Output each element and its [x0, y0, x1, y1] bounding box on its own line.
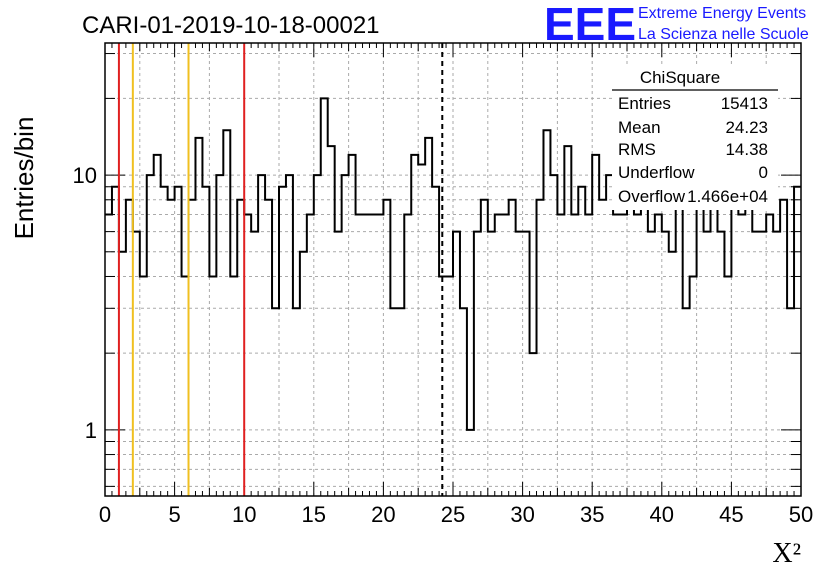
logo-line-2: La Scienza nelle Scuole: [638, 26, 809, 43]
x-tick-label: 5: [168, 502, 180, 527]
marker-lines: [117, 43, 444, 496]
x-tick-label: 50: [789, 502, 813, 527]
histogram-outline: [105, 97, 801, 431]
stats-value: 24.23: [725, 118, 768, 137]
x-axis-label: X²: [772, 538, 801, 569]
y-tick-label: 1: [85, 418, 97, 443]
x-tick-label: 15: [302, 502, 326, 527]
stats-label: Underflow: [618, 163, 695, 182]
y-tick-label: 10: [73, 163, 97, 188]
histogram: [105, 97, 801, 431]
stats-label: Entries: [618, 94, 671, 113]
stats-label: Overflow: [618, 187, 686, 206]
x-tick-label: 45: [719, 502, 743, 527]
y-axis-label: Entries/bin: [9, 117, 39, 240]
axis-ticks: [104, 43, 802, 496]
x-tick-label: 25: [441, 502, 465, 527]
plot-frame: [104, 42, 802, 497]
x-tick-label: 20: [371, 502, 395, 527]
x-tick-label: 30: [510, 502, 534, 527]
stats-box: ChiSquare Entries 15413 Mean 24.23 RMS 1…: [612, 66, 778, 210]
logo-line-1: Extreme Energy Events: [638, 5, 806, 22]
x-tick-label: 35: [580, 502, 604, 527]
stats-title: ChiSquare: [640, 68, 720, 87]
tick-labels: 0 5 10 15 20 25 30 35 40 45 50 1 10: [73, 163, 814, 527]
x-tick-label: 0: [99, 502, 111, 527]
stats-value: 0: [759, 163, 768, 182]
x-tick-label: 10: [232, 502, 256, 527]
chart-title: CARI-01-2019-10-18-00021: [82, 12, 380, 39]
stats-label: RMS: [618, 140, 656, 159]
logo-letters: EEE: [544, 0, 636, 50]
stats-value: 14.38: [725, 140, 768, 159]
stats-value: 15413: [721, 94, 768, 113]
eee-logo: EEE Extreme Energy Events La Scienza nel…: [544, 0, 809, 50]
stats-label: Mean: [618, 118, 661, 137]
stats-value: 1.466e+04: [687, 187, 768, 206]
x-tick-label: 40: [650, 502, 674, 527]
